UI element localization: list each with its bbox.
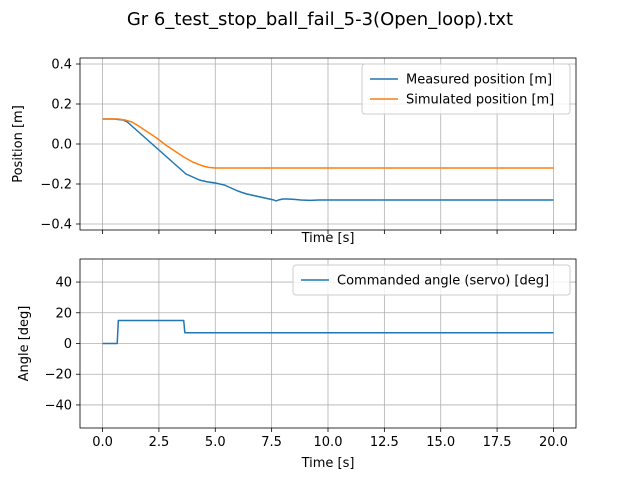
x-tick-label: 20.0 bbox=[539, 435, 568, 450]
legend-box bbox=[361, 63, 571, 115]
position-axes: −0.4 −0.2 0.0 0.2 0.4 Time [s] Position [m] Mea… bbox=[11, 58, 577, 246]
x-tick-label: 12.5 bbox=[370, 435, 399, 450]
x-tick-label: 17.5 bbox=[483, 435, 512, 450]
y-axis-label: Angle [deg] bbox=[17, 306, 32, 382]
legend-entry: Measured position [m] bbox=[406, 73, 552, 88]
y-tick-label: −20 bbox=[45, 368, 72, 383]
x-axis-label: Time [s] bbox=[301, 231, 355, 246]
x-axis-label: Time [s] bbox=[301, 456, 355, 471]
y-tick-label: 20 bbox=[55, 306, 72, 321]
series-line-1 bbox=[102, 118, 554, 169]
x-tick-label: 7.5 bbox=[261, 435, 282, 450]
legend: Measured position [m] Simulated position … bbox=[361, 63, 571, 115]
legend-box bbox=[292, 264, 571, 296]
x-tick-label: 2.5 bbox=[149, 435, 170, 450]
series-line-0 bbox=[102, 319, 554, 345]
y-tick-label: 0.4 bbox=[51, 58, 72, 73]
x-tick-label: 5.0 bbox=[205, 435, 226, 450]
legend-entry: Simulated position [m] bbox=[406, 93, 554, 108]
x-tick-label: 10.0 bbox=[314, 435, 343, 450]
y-tick-label: −0.2 bbox=[40, 178, 72, 193]
series-line-0 bbox=[102, 118, 554, 202]
x-tick-label: 15.0 bbox=[426, 435, 455, 450]
y-tick-label: −40 bbox=[45, 398, 72, 413]
y-tick-label: 0 bbox=[64, 337, 72, 352]
legend-entry: Commanded angle (servo) [deg] bbox=[337, 274, 549, 289]
figure-title: Gr 6_test_stop_ball_fail_5-3(Open_loop).… bbox=[127, 9, 513, 30]
y-tick-label: −0.4 bbox=[40, 218, 72, 233]
y-tick-label: 40 bbox=[55, 276, 72, 291]
y-tick-label: 0.0 bbox=[51, 138, 72, 153]
angle-axes: 0.0 2.5 5.0 7.5 10.0 12.5 15.0 17.5 20.0 −40 −20 0 2… bbox=[17, 258, 577, 471]
y-tick-label: 0.2 bbox=[51, 98, 72, 113]
y-axis-label: Position [m] bbox=[11, 105, 26, 183]
legend: Commanded angle (servo) [deg] bbox=[292, 264, 571, 296]
x-tick-label: 0.0 bbox=[92, 435, 113, 450]
